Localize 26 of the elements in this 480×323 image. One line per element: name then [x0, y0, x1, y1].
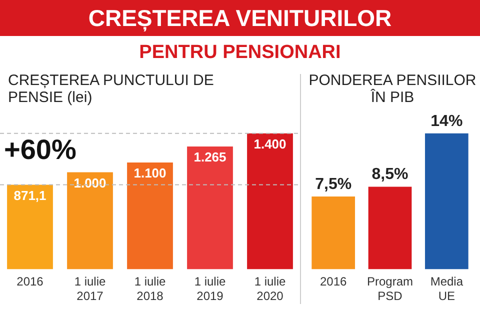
bar: [127, 162, 173, 270]
chart-title: PONDEREA PENSIILOR ÎN PIB: [308, 72, 478, 108]
bar: [7, 184, 53, 270]
x-tick-label: 1 iulie 2018: [134, 274, 166, 304]
bar: [247, 133, 293, 270]
x-tick-label: 1 iulie 2017: [74, 274, 106, 304]
data-label: 1.100: [134, 166, 166, 181]
text: CREȘTEREA VENITURILOR: [0, 0, 480, 36]
x-tick-label: 1 iulie 2019: [194, 274, 226, 304]
bar: [67, 172, 113, 270]
data-label: 871,1: [14, 188, 46, 203]
bar: [187, 146, 233, 270]
chart-title: CREȘTEREA PUNCTULUI DE PENSIE (lei): [7, 72, 215, 108]
data-label: 14%: [430, 112, 463, 130]
x-tick-label: 1 iulie 2020: [254, 274, 286, 304]
annotation: +60%: [4, 134, 76, 166]
data-label: 7,5%: [315, 176, 352, 193]
data-label: 1.400: [254, 136, 286, 152]
x-tick-label: Program PSD: [366, 274, 414, 304]
x-tick-label: 2016: [16, 274, 44, 289]
data-label: 8,5%: [372, 166, 408, 184]
data-label: 1.000: [74, 175, 106, 190]
text: PENTRU PENSIONARI: [138, 42, 342, 64]
data-label: 1.265: [194, 150, 226, 165]
x-tick-label: Media UE: [430, 274, 464, 304]
x-tick-label: 2016: [320, 274, 348, 289]
